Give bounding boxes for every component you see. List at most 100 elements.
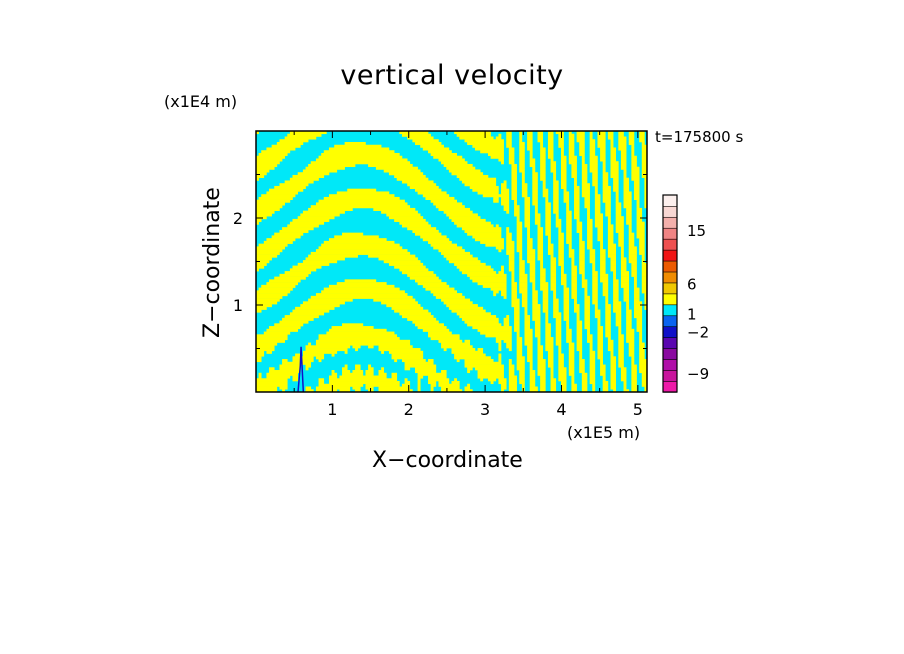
field-cell-upward: [401, 383, 411, 387]
field-cell-upward: [256, 378, 288, 382]
field-cell-upward: [545, 216, 551, 220]
field-cell-upward: [555, 323, 562, 327]
field-cell-upward: [587, 339, 593, 343]
field-cell-upward: [568, 144, 575, 148]
field-cell-upward: [620, 150, 627, 154]
field-cell-upward: [516, 348, 523, 352]
field-cell-upward: [269, 326, 301, 330]
field-cell-upward: [511, 276, 515, 280]
field-cell-upward: [639, 350, 645, 354]
field-cell-upward: [553, 304, 559, 308]
field-cell-upward: [521, 174, 525, 179]
field-cell-upward: [576, 348, 583, 352]
field-cell-upward: [524, 312, 528, 316]
field-cell-upward: [636, 221, 645, 225]
field-cell-upward: [633, 279, 637, 283]
field-cell-upward: [318, 199, 405, 203]
field-cell-upward: [368, 163, 413, 168]
field-cell-upward: [600, 243, 603, 247]
field-cell-upward: [581, 191, 590, 195]
field-cell-upward: [516, 334, 520, 338]
field-cell-upward: [292, 218, 330, 222]
field-cell-upward: [534, 207, 538, 211]
field-cell-upward: [331, 353, 335, 357]
field-cell-upward: [331, 326, 374, 330]
field-cell-upward: [529, 268, 536, 272]
field-cell-upward: [409, 276, 439, 280]
field-cell-upward: [558, 348, 562, 352]
field-cell-upward: [540, 161, 546, 165]
field-cell-upward: [289, 221, 325, 225]
field-cell-upward: [574, 306, 580, 310]
field-cell-upward: [560, 152, 564, 157]
field-cell-upward: [514, 210, 520, 214]
field-cell-upward: [519, 381, 525, 385]
field-cell-upward: [592, 293, 598, 297]
field-cell-upward: [292, 359, 314, 363]
field-cell-upward: [529, 279, 536, 283]
field-cell-upward: [568, 249, 575, 253]
field-cell-upward: [401, 133, 431, 137]
field-cell-upward: [550, 276, 557, 280]
field-cell-upward: [540, 172, 546, 176]
field-cell-upward: [547, 251, 554, 255]
field-cell-upward: [600, 158, 606, 162]
field-cell-upward: [594, 304, 598, 308]
field-cell-upward: [514, 306, 520, 310]
y-tick-label: 1: [233, 296, 243, 315]
field-cell-upward: [560, 273, 567, 277]
field-cell-upward: [514, 312, 520, 316]
field-cell-upward: [519, 161, 525, 165]
field-cell-upward: [545, 218, 551, 222]
field-cell-upward: [623, 205, 632, 209]
field-cell-upward: [613, 309, 622, 313]
field-cell-upward: [610, 356, 617, 360]
field-cell-upward: [553, 298, 559, 302]
field-cell-upward: [401, 315, 434, 319]
field-cell-upward: [631, 172, 640, 176]
field-cell-upward: [566, 213, 572, 217]
field-cell-upward: [626, 320, 632, 324]
field-cell-upward: [563, 290, 570, 294]
field-cell-upward: [399, 221, 429, 225]
field-cell-upward: [600, 364, 606, 368]
field-cell-upward: [519, 279, 528, 283]
field-cell-upward: [521, 188, 528, 192]
field-cell-upward: [553, 312, 562, 316]
field-cell-upward: [308, 207, 353, 211]
field-cell-upward: [519, 144, 525, 148]
field-cell-upward: [550, 273, 557, 277]
field-cell-upward: [547, 136, 554, 140]
field-cell-upward: [571, 172, 577, 176]
field-cell-upward: [438, 381, 450, 385]
field-cell-upward: [615, 229, 624, 233]
field-cell-upward: [532, 180, 538, 184]
field-cell-upward: [550, 158, 554, 162]
field-cell-upward: [620, 375, 627, 379]
field-cell-upward: [529, 150, 533, 154]
field-cell-upward: [292, 378, 298, 382]
field-cell-upward: [550, 372, 554, 376]
field-cell-upward: [594, 185, 598, 189]
field-cell-upward: [623, 295, 630, 299]
field-cell-upward: [524, 210, 530, 214]
field-cell-upward: [568, 359, 575, 363]
field-cell-upward: [589, 144, 596, 148]
field-cell-upward: [534, 320, 541, 324]
field-cell-upward: [508, 361, 512, 365]
field-cell-upward: [482, 284, 507, 288]
field-cell-upward: [613, 185, 619, 189]
field-cell-upward: [550, 378, 557, 382]
field-cell-upward: [576, 326, 583, 330]
field-cell-upward: [516, 227, 523, 231]
field-cell-upward: [310, 251, 411, 255]
field-cell-upward: [581, 381, 588, 385]
field-cell-upward: [256, 342, 278, 346]
field-cell-upward: [328, 147, 390, 151]
field-cell-upward: [574, 185, 580, 189]
field-cell-upward: [529, 389, 538, 392]
field-cell-upward: [600, 240, 603, 244]
field-cell-upward: [318, 381, 325, 385]
field-cell-upward: [631, 383, 637, 387]
